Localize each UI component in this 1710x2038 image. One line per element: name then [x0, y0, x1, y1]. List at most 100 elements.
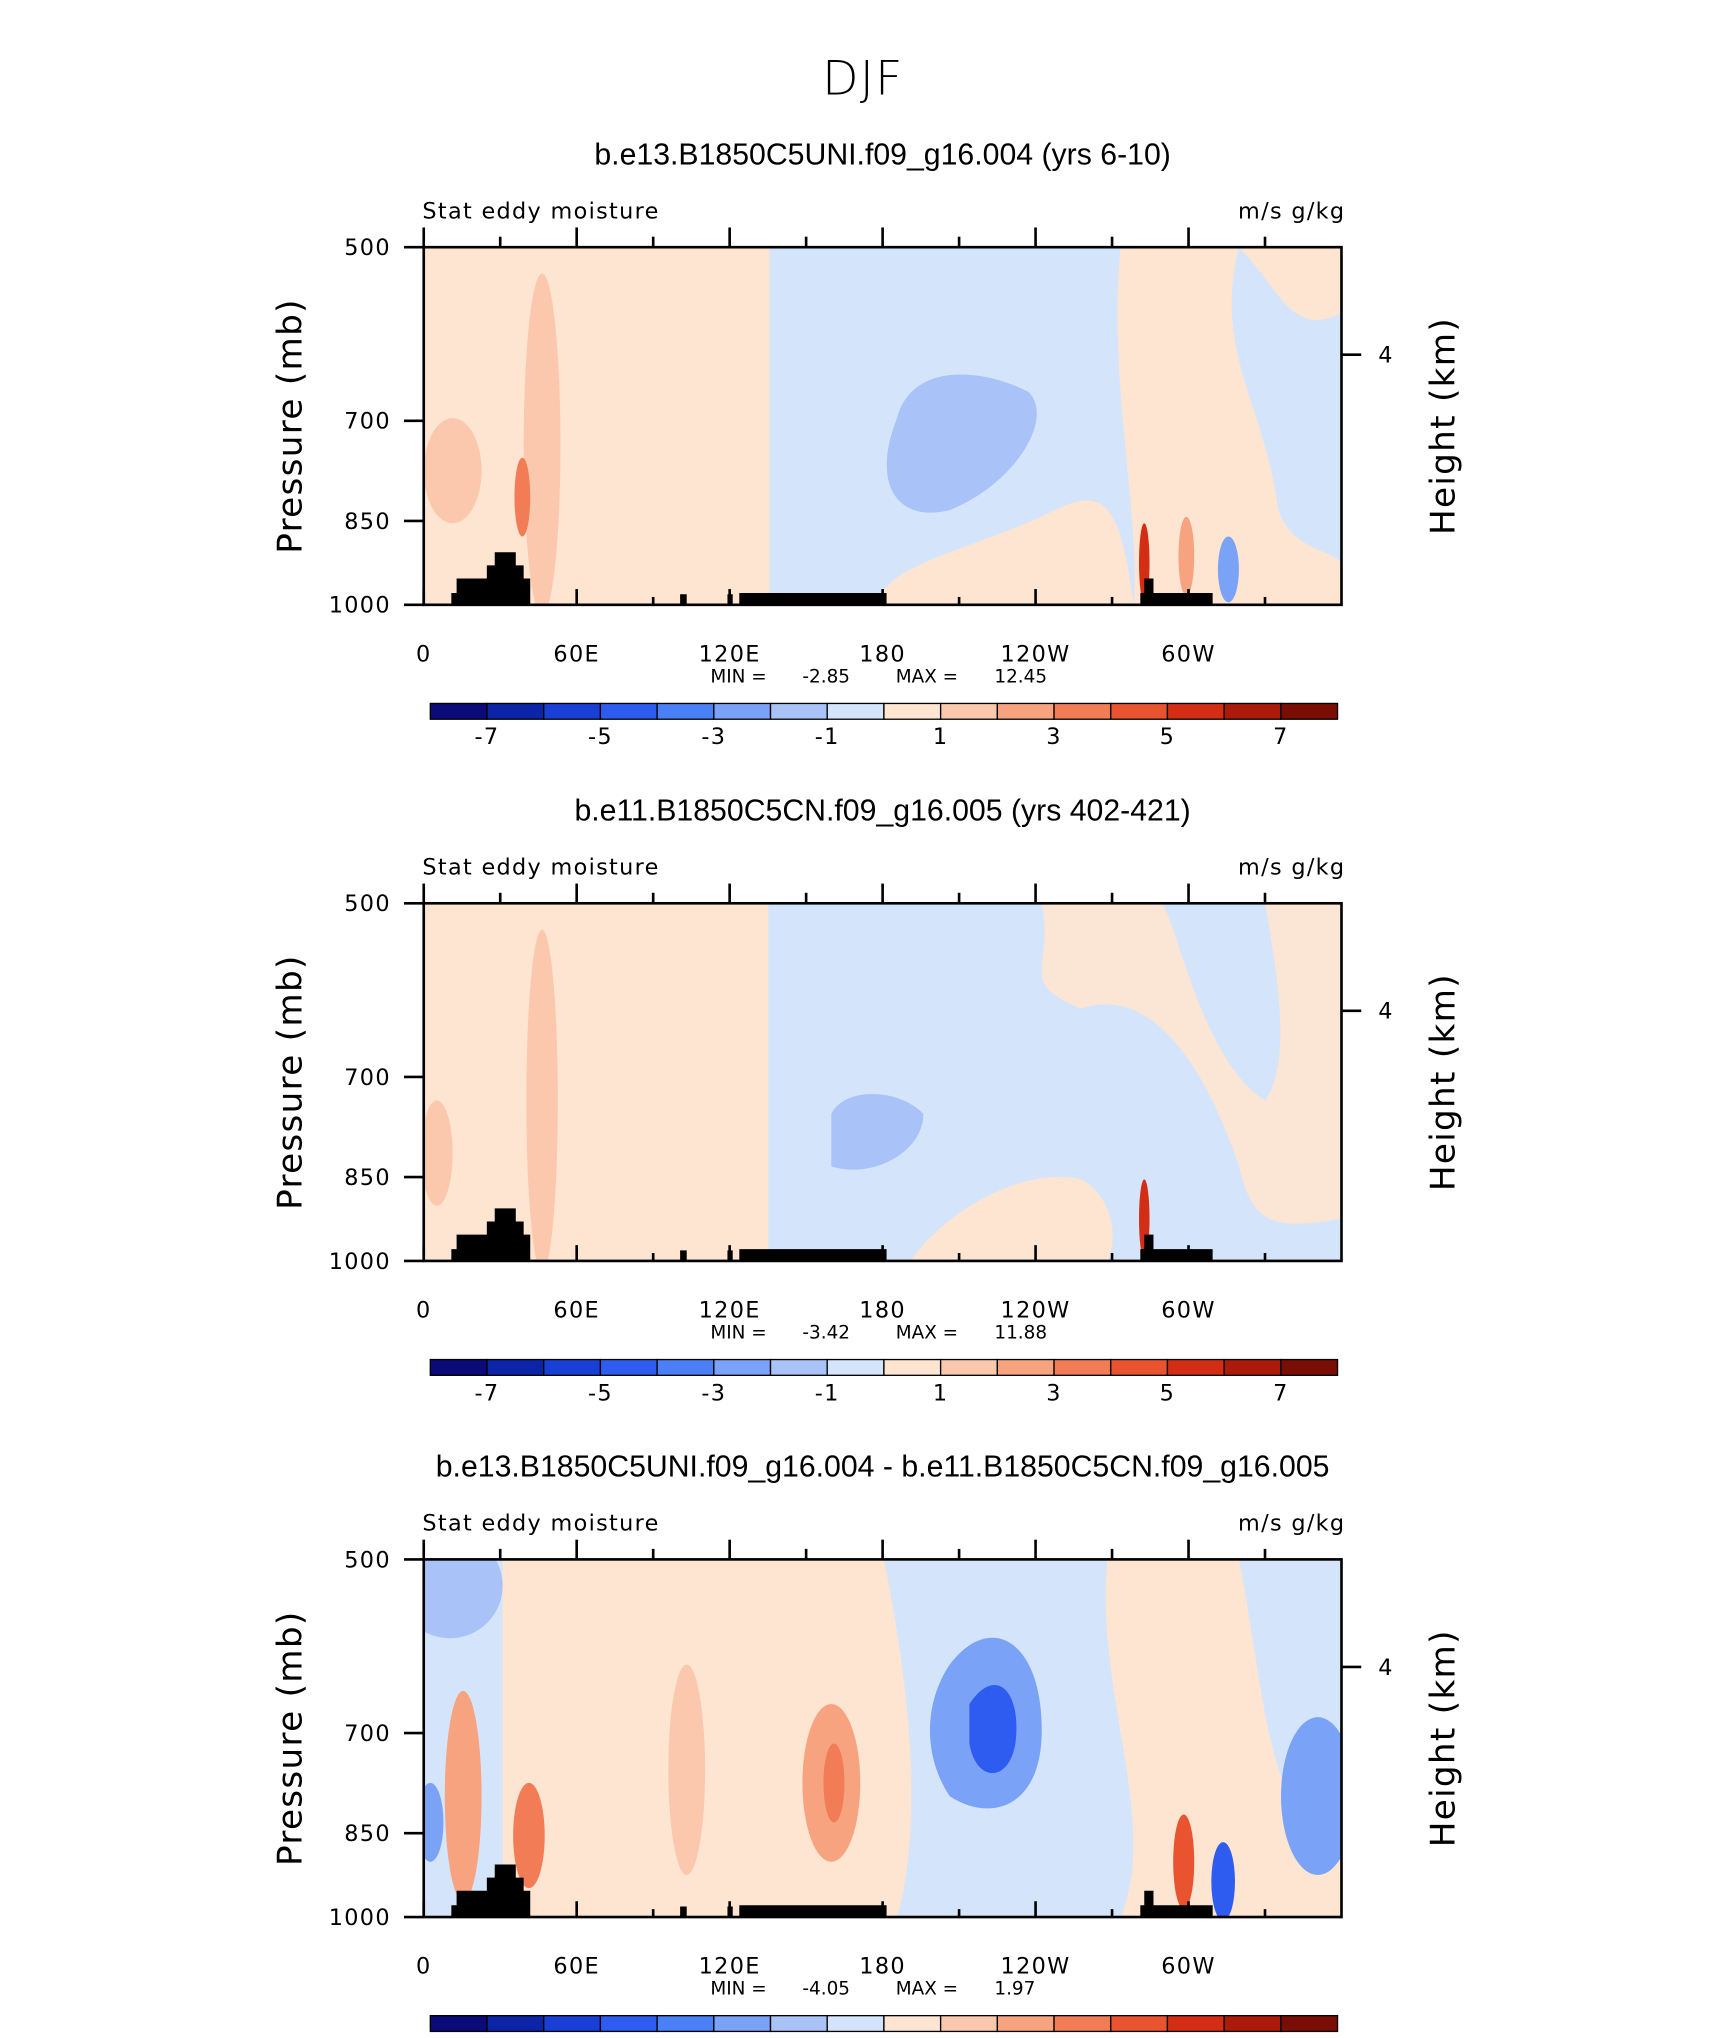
min-label: MIN = — [710, 666, 766, 687]
figure-title: DJF — [822, 52, 904, 107]
colorbar-box — [939, 1358, 998, 1376]
colorbar-box — [826, 2014, 885, 2033]
y-tick-label: 500 — [344, 235, 391, 261]
x-tick-label: 60W — [1161, 1297, 1215, 1323]
min-value: -3.42 — [802, 1323, 850, 1344]
colorbar-tick-label: -3 — [701, 724, 726, 750]
colorbar-box — [883, 2014, 942, 2033]
left-string: Stat eddy moisture — [422, 198, 659, 224]
land-mask — [451, 552, 1213, 1918]
colorbar-box — [1110, 1358, 1169, 1376]
x-tick-label: 120E — [699, 641, 761, 667]
colorbar-box — [429, 1358, 488, 1376]
colorbar-box — [826, 702, 885, 720]
colorbar-tick-label: 1.8 — [1204, 2036, 1243, 2038]
colorbar-box — [883, 702, 942, 720]
colorbar-box — [1053, 2014, 1112, 2033]
min-value: -2.85 — [802, 666, 850, 687]
colorbar-box — [1280, 2014, 1339, 2033]
colorbar-tick-label: 5 — [1160, 1380, 1176, 1406]
x-tick-label: 120W — [1001, 1954, 1071, 1980]
x-tick-label: 120E — [699, 1297, 761, 1323]
colorbar-box — [656, 702, 715, 720]
y2-axis-label: Height (km) — [1424, 1629, 1464, 1847]
colorbar-tick-label: -3 — [701, 1380, 726, 1406]
y-axis-label: Pressure (mb) — [270, 954, 310, 1210]
colorbar-box — [656, 2014, 715, 2033]
colorbar-tick-label: 3 — [1046, 724, 1062, 750]
y-tick-label: 500 — [344, 1547, 391, 1573]
colorbar-box — [1280, 1358, 1339, 1376]
x-tick-label: 180 — [859, 1954, 906, 1980]
colorbar-tick-label: -1.8 — [519, 2036, 568, 2038]
min-label: MIN = — [710, 1323, 766, 1344]
x-tick-label: 60E — [553, 1297, 600, 1323]
colorbar-tick-label: -1.2 — [633, 2036, 682, 2038]
colorbar-box — [1110, 702, 1169, 720]
colorbar-box — [429, 702, 488, 720]
colorbar-box — [1166, 1358, 1225, 1376]
colorbar-box — [996, 1358, 1055, 1376]
x-tick-label: 0 — [416, 1297, 432, 1323]
colorbar-box — [939, 2014, 998, 2033]
y-tick-label: 1000 — [329, 1249, 391, 1275]
colorbar-box — [769, 1358, 828, 1376]
y-tick-label: 850 — [344, 509, 391, 535]
colorbar-tick-label: -5 — [588, 724, 613, 750]
max-value: 1.97 — [994, 1979, 1035, 2000]
colorbar-box — [599, 1358, 658, 1376]
colorbar-tick-label: 3 — [1046, 1380, 1062, 1406]
x-tick-label: 60E — [553, 641, 600, 667]
y2-tick-label: 4 — [1378, 343, 1394, 369]
colorbar-tick-label: 5 — [1160, 724, 1176, 750]
colorbar-box — [883, 1358, 942, 1376]
right-string: m/s g/kg — [1238, 854, 1345, 880]
colorbar-box — [1053, 1358, 1112, 1376]
colorbar-box — [599, 702, 658, 720]
y-axis-label: Pressure (mb) — [270, 298, 310, 554]
colorbar-box — [599, 2014, 658, 2033]
colorbar-box — [713, 2014, 772, 2033]
y-tick-label: 850 — [344, 1165, 391, 1191]
colorbar-box — [543, 702, 602, 720]
y2-axis-label: Height (km) — [1424, 973, 1464, 1191]
colorbar-tick-label: 1 — [933, 724, 949, 750]
x-tick-label: 120E — [699, 1954, 761, 1980]
contour-field — [423, 903, 1342, 1261]
colorbar-box — [1053, 702, 1112, 720]
right-string: m/s g/kg — [1238, 1510, 1345, 1536]
y2-tick-label: 4 — [1378, 999, 1394, 1025]
colorbar-box — [939, 702, 998, 720]
colorbar-box — [486, 2014, 545, 2033]
x-tick-label: 120W — [1001, 1297, 1071, 1323]
colorbar-tick-label: -1 — [815, 1380, 840, 1406]
colorbar-tick-label: 7 — [1273, 1380, 1289, 1406]
colorbar-tick-label: -7 — [475, 724, 500, 750]
colorbar-box — [769, 2014, 828, 2033]
colorbar-box — [543, 2014, 602, 2033]
right-string: m/s g/kg — [1238, 198, 1345, 224]
colorbar-tick-label: -1 — [815, 724, 840, 750]
colorbar-box — [1110, 2014, 1169, 2033]
panel-title: b.e13.B1850C5UNI.f09_g16.004 (yrs 6-10) — [594, 138, 1171, 171]
y-tick-label: 1000 — [329, 1905, 391, 1931]
colorbar-tick-label: 7 — [1273, 724, 1289, 750]
min-value: -4.05 — [802, 1979, 850, 2000]
colorbar-tick-label: -5 — [588, 1380, 613, 1406]
left-string: Stat eddy moisture — [422, 1510, 659, 1536]
y-tick-label: 700 — [344, 1721, 391, 1747]
y2-axis-label: Height (km) — [1424, 317, 1464, 535]
left-string: Stat eddy moisture — [422, 854, 659, 880]
colorbar-box — [1166, 702, 1225, 720]
colorbar-tick-label: 0.6 — [978, 2036, 1017, 2038]
colorbar-tick-label: 1.2 — [1091, 2036, 1130, 2038]
max-value: 12.45 — [994, 666, 1047, 687]
max-label: MAX = — [896, 1979, 958, 2000]
panel-title: b.e13.B1850C5UNI.f09_g16.004 - b.e11.B18… — [436, 1451, 1330, 1484]
max-value: 11.88 — [994, 1323, 1047, 1344]
y-tick-label: 500 — [344, 891, 391, 917]
y-axis-label: Pressure (mb) — [270, 1610, 310, 1866]
max-label: MAX = — [896, 666, 958, 687]
contour-field — [423, 247, 1342, 605]
